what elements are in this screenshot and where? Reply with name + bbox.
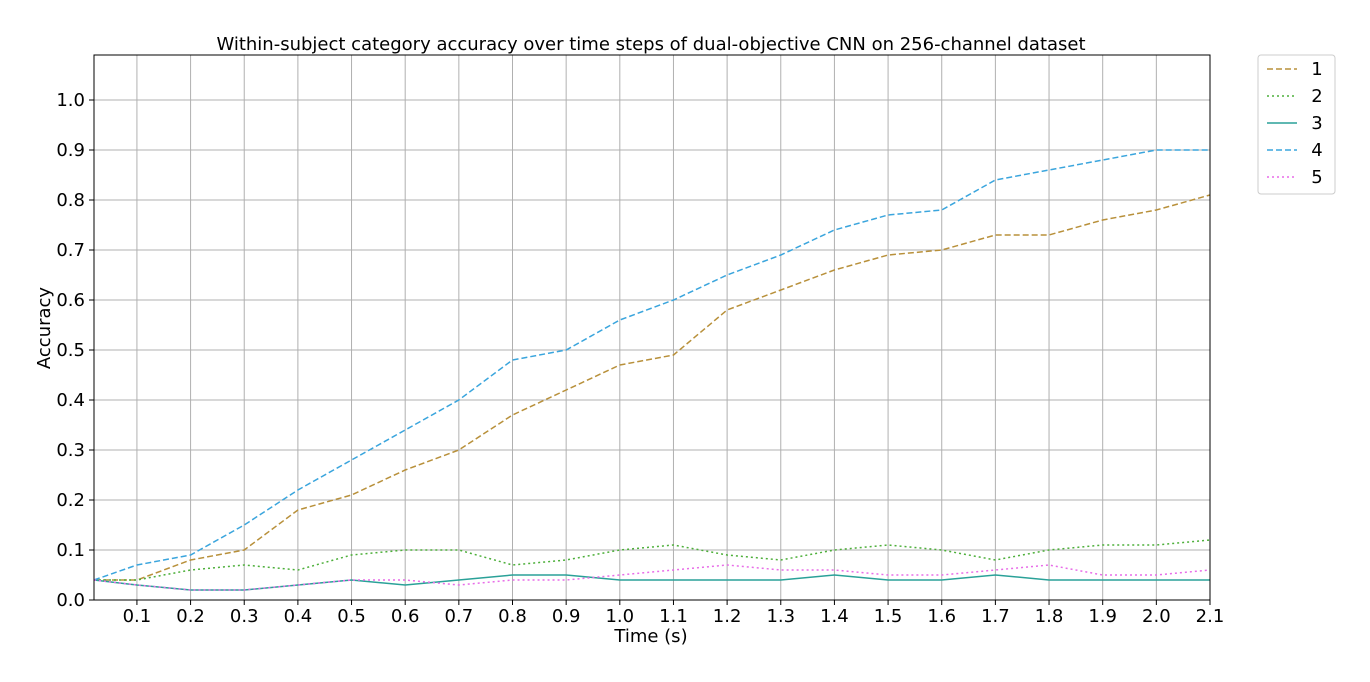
legend: 1 2 3 4 5	[1257, 54, 1336, 195]
x-axis-label: Time (s)	[613, 626, 687, 647]
legend-box	[1257, 54, 1336, 195]
x-tick-label: 1.1	[659, 606, 688, 627]
x-tick-label: 1.9	[1088, 606, 1117, 627]
x-tick-label: 1.3	[766, 606, 795, 627]
legend-label-5: 5	[1311, 167, 1322, 188]
y-axis-ticks: 0.0 0.1 0.2 0.3 0.4 0.5 0.6 0.7 0.8 0.9 1.0	[56, 90, 94, 611]
y-tick-label: 0.2	[56, 490, 85, 511]
y-tick-label: 0.4	[56, 390, 85, 411]
x-tick-label: 1.4	[820, 606, 849, 627]
y-tick-label: 0.6	[56, 290, 85, 311]
x-tick-label: 1.5	[874, 606, 903, 627]
x-tick-label: 0.1	[123, 606, 152, 627]
x-tick-label: 1.6	[927, 606, 956, 627]
y-tick-label: 0.0	[56, 590, 85, 611]
legend-label-2: 2	[1311, 86, 1322, 107]
x-tick-label: 0.3	[230, 606, 259, 627]
x-tick-label: 1.0	[605, 606, 634, 627]
x-axis-ticks: 0.1 0.2 0.3 0.4 0.5 0.6 0.7 0.8 0.9 1.0 1.1 1.2 1.3 1…	[123, 600, 1225, 627]
grid	[94, 55, 1211, 601]
y-tick-label: 0.8	[56, 190, 85, 211]
x-tick-label: 1.7	[981, 606, 1010, 627]
x-tick-label: 0.9	[552, 606, 581, 627]
y-tick-label: 0.3	[56, 440, 85, 461]
legend-label-3: 3	[1311, 113, 1322, 134]
x-tick-label: 0.2	[176, 606, 205, 627]
x-tick-label: 0.5	[337, 606, 366, 627]
series-line-1	[94, 194, 1211, 581]
y-tick-label: 0.7	[56, 240, 85, 261]
series-line-4	[93, 149, 1210, 581]
series-line-2	[94, 539, 1211, 581]
x-tick-label: 0.6	[391, 606, 420, 627]
series-line-5	[93, 564, 1211, 591]
x-tick-label: 0.7	[445, 606, 474, 627]
y-tick-label: 0.1	[56, 540, 85, 561]
chart-title: Within-subject category accuracy over ti…	[216, 34, 1085, 55]
plot-frame	[93, 54, 1211, 601]
series-line-3	[93, 574, 1210, 591]
x-tick-label: 2.1	[1196, 606, 1225, 627]
legend-label-4: 4	[1311, 140, 1322, 161]
y-tick-label: 0.5	[56, 340, 85, 361]
x-tick-label: 0.8	[498, 606, 527, 627]
x-tick-label: 0.4	[284, 606, 313, 627]
x-tick-label: 1.2	[713, 606, 742, 627]
y-tick-label: 0.9	[56, 140, 85, 161]
x-tick-label: 2.0	[1142, 606, 1171, 627]
series-layer	[93, 149, 1211, 591]
y-tick-label: 1.0	[56, 90, 85, 111]
legend-label-1: 1	[1311, 59, 1322, 80]
x-tick-label: 1.8	[1035, 606, 1064, 627]
y-axis-label: Accuracy	[34, 287, 55, 370]
